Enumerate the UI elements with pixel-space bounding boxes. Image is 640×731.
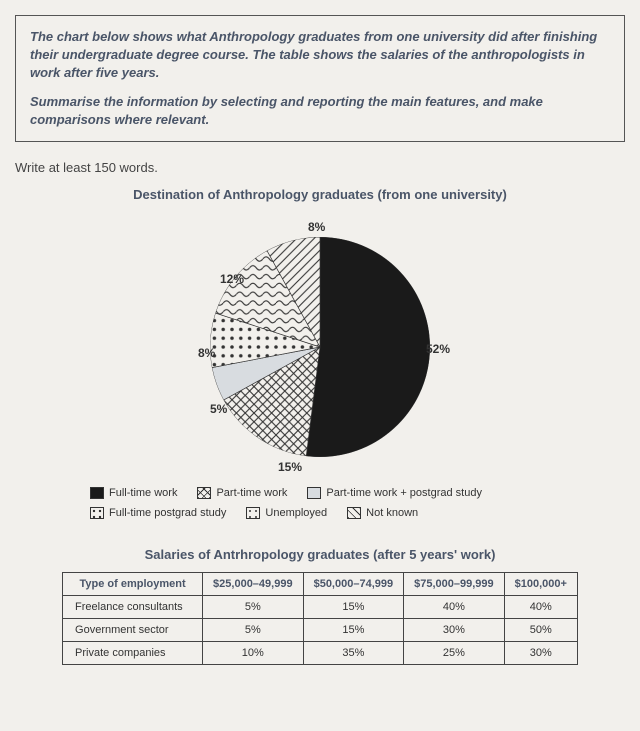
legend-item-1: Part-time work xyxy=(197,487,287,499)
prompt-paragraph-2: Summarise the information by selecting a… xyxy=(30,93,610,129)
table-cell-2-1: 35% xyxy=(303,641,404,664)
task-prompt-box: The chart below shows what Anthropology … xyxy=(15,15,625,142)
legend-label-3: Full-time postgrad study xyxy=(109,507,226,519)
table-cell-1-1: 15% xyxy=(303,618,404,641)
pie-svg xyxy=(210,237,430,457)
legend-swatch-1 xyxy=(197,487,211,499)
table-row: Freelance consultants5%15%40%40% xyxy=(63,595,578,618)
table-cell-2-0: 10% xyxy=(203,641,304,664)
salary-table-title: Salaries of Antrhropology graduates (aft… xyxy=(15,547,625,562)
table-cell-1-2: 30% xyxy=(404,618,505,641)
table-header-type: Type of employment xyxy=(63,572,203,595)
legend-swatch-2 xyxy=(307,487,321,499)
pie-legend: Full-time work Part-time work Part-time wo… xyxy=(60,487,580,519)
table-cell-0-1: 15% xyxy=(303,595,404,618)
prompt-paragraph-1: The chart below shows what Anthropology … xyxy=(30,28,610,83)
table-cell-2-2: 25% xyxy=(404,641,505,664)
table-rowname-2: Private companies xyxy=(63,641,203,664)
table-header-col-3: $100,000+ xyxy=(504,572,577,595)
pie-chart-title: Destination of Anthropology graduates (f… xyxy=(15,187,625,202)
pie-label-2: 5% xyxy=(210,402,227,416)
table-cell-1-3: 50% xyxy=(504,618,577,641)
legend-label-1: Part-time work xyxy=(216,487,287,499)
table-cell-0-0: 5% xyxy=(203,595,304,618)
word-count-instruction: Write at least 150 words. xyxy=(15,160,625,175)
table-header-col-2: $75,000–99,999 xyxy=(404,572,505,595)
pie-label-5: 8% xyxy=(308,220,325,234)
legend-swatch-0 xyxy=(90,487,104,499)
table-row: Government sector5%15%30%50% xyxy=(63,618,578,641)
table-rowname-1: Government sector xyxy=(63,618,203,641)
legend-item-4: Unemployed xyxy=(246,507,327,519)
pie-label-3: 8% xyxy=(198,346,215,360)
legend-item-5: Not known xyxy=(347,507,418,519)
legend-item-3: Full-time postgrad study xyxy=(90,507,226,519)
table-rowname-0: Freelance consultants xyxy=(63,595,203,618)
legend-swatch-4 xyxy=(246,507,260,519)
legend-label-2: Part-time work + postgrad study xyxy=(326,487,482,499)
table-header-col-0: $25,000–49,999 xyxy=(203,572,304,595)
pie-label-1: 15% xyxy=(278,460,302,474)
table-header-col-1: $50,000–74,999 xyxy=(303,572,404,595)
table-cell-0-2: 40% xyxy=(404,595,505,618)
table-cell-2-3: 30% xyxy=(504,641,577,664)
legend-label-5: Not known xyxy=(366,507,418,519)
legend-swatch-5 xyxy=(347,507,361,519)
salary-table: Type of employment$25,000–49,999$50,000–… xyxy=(62,572,578,665)
legend-label-0: Full-time work xyxy=(109,487,177,499)
table-cell-0-3: 40% xyxy=(504,595,577,618)
legend-swatch-3 xyxy=(90,507,104,519)
legend-item-2: Part-time work + postgrad study xyxy=(307,487,482,499)
pie-chart: 52% 15% 5% 8% 12% 8% xyxy=(180,212,460,472)
legend-label-4: Unemployed xyxy=(265,507,327,519)
table-cell-1-0: 5% xyxy=(203,618,304,641)
pie-label-4: 12% xyxy=(220,272,244,286)
pie-label-0: 52% xyxy=(426,342,450,356)
table-row: Private companies10%35%25%30% xyxy=(63,641,578,664)
pie-slice-0 xyxy=(306,237,430,457)
legend-item-0: Full-time work xyxy=(90,487,177,499)
